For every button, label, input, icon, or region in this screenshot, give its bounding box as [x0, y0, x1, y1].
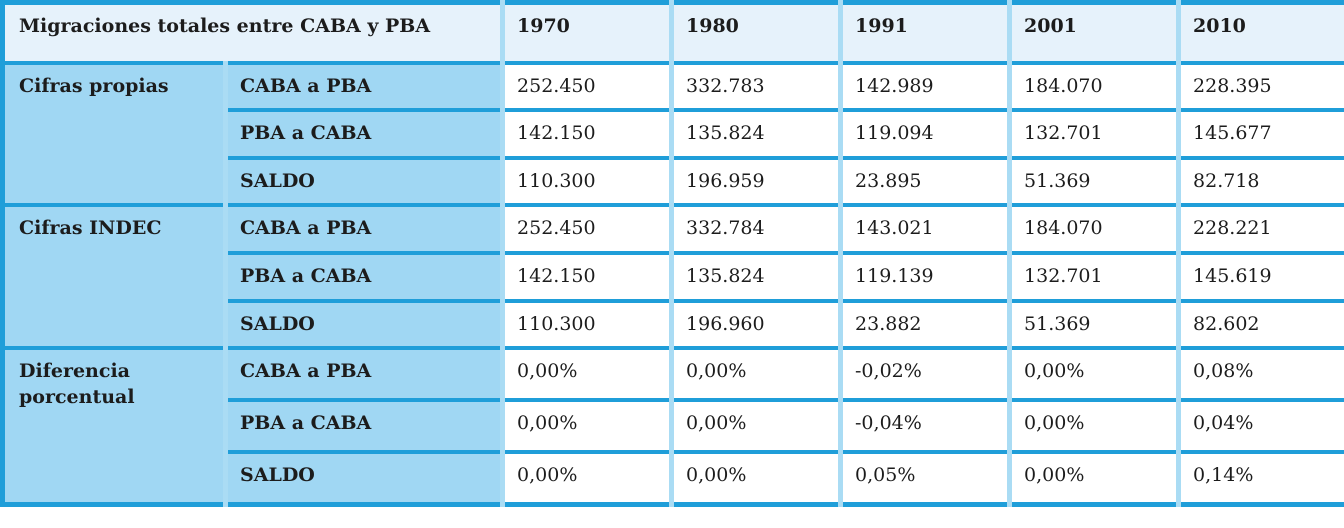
value-cell: -0,04%	[838, 400, 1010, 453]
value-cell: 145.677	[1176, 110, 1344, 158]
value-cell: 51.369	[1007, 300, 1179, 349]
row-label: PBA a CABA	[222, 253, 503, 301]
value-cell: 142.989	[838, 62, 1010, 111]
table-row: Diferencia porcentual CABA a PBA 0,00% 0…	[2, 348, 1344, 505]
value-cell: 110.300	[500, 157, 672, 206]
value-cell: 0,00%	[1007, 452, 1179, 505]
value-cell: 184.070	[1007, 205, 1179, 254]
table-row: PBA a CABA 142.150 135.824 119.139 132.7…	[2, 253, 1344, 301]
value-cell: 119.139	[838, 253, 1010, 301]
value-cell: 196.959	[669, 157, 841, 206]
migrations-table: Migraciones totales entre CABA y PBA 197…	[0, 0, 1344, 507]
value-cell: 143.021	[838, 205, 1010, 254]
value-cell: 332.783	[669, 62, 841, 111]
value-cell: 142.150	[500, 110, 672, 158]
value-cell: 0,14%	[1176, 452, 1344, 505]
year-header: 2001	[1007, 2, 1179, 63]
row-label: PBA a CABA	[222, 110, 503, 158]
table-row: Cifras INDEC CABA a PBA 252.450 332.784 …	[2, 205, 1344, 349]
value-cell: 0,00%	[669, 400, 841, 453]
value-cell: 135.824	[669, 110, 841, 158]
value-cell: 23.882	[838, 300, 1010, 349]
value-cell: 0,00%	[500, 348, 672, 401]
value-cell: 0,00%	[500, 400, 672, 453]
year-header: 1970	[500, 2, 672, 63]
value-cell: 0,05%	[838, 452, 1010, 505]
table-row: SALDO 110.300 196.960 23.882 51.369 82.6…	[2, 300, 1344, 349]
group-label: Diferencia porcentual	[2, 348, 226, 505]
value-cell: 252.450	[500, 205, 672, 254]
value-cell: 132.701	[1007, 253, 1179, 301]
row-label: SALDO	[222, 300, 503, 349]
group-label: Cifras propias	[2, 62, 226, 206]
value-cell: 135.824	[669, 253, 841, 301]
row-label: CABA a PBA	[222, 205, 503, 254]
value-cell: 23.895	[838, 157, 1010, 206]
value-cell: 0,00%	[500, 452, 672, 505]
header-row: Migraciones totales entre CABA y PBA 197…	[2, 2, 1344, 63]
value-cell: 0,08%	[1176, 348, 1344, 401]
row-label: PBA a CABA	[222, 400, 503, 453]
value-cell: 110.300	[500, 300, 672, 349]
value-cell: 0,04%	[1176, 400, 1344, 453]
table-row: SALDO 0,00% 0,00% 0,05% 0,00% 0,14%	[2, 452, 1344, 505]
row-label: CABA a PBA	[222, 348, 503, 401]
row-label: SALDO	[222, 452, 503, 505]
row-label: SALDO	[222, 157, 503, 206]
value-cell: -0,02%	[838, 348, 1010, 401]
table-row: Cifras propias CABA a PBA 252.450 332.78…	[2, 62, 1344, 206]
value-cell: 119.094	[838, 110, 1010, 158]
value-cell: 196.960	[669, 300, 841, 349]
year-header: 1991	[838, 2, 1010, 63]
year-header: 2010	[1176, 2, 1344, 63]
value-cell: 0,00%	[669, 348, 841, 401]
value-cell: 142.150	[500, 253, 672, 301]
value-cell: 82.718	[1176, 157, 1344, 206]
group-label: Cifras INDEC	[2, 205, 226, 349]
table-row: PBA a CABA 142.150 135.824 119.094 132.7…	[2, 110, 1344, 158]
row-label: CABA a PBA	[222, 62, 503, 111]
value-cell: 228.395	[1176, 62, 1344, 111]
table-row: SALDO 110.300 196.959 23.895 51.369 82.7…	[2, 157, 1344, 206]
value-cell: 228.221	[1176, 205, 1344, 254]
value-cell: 0,00%	[1007, 348, 1179, 401]
table-row: PBA a CABA 0,00% 0,00% -0,04% 0,00% 0,04…	[2, 400, 1344, 453]
table-title: Migraciones totales entre CABA y PBA	[2, 2, 503, 63]
value-cell: 0,00%	[669, 452, 841, 505]
value-cell: 132.701	[1007, 110, 1179, 158]
value-cell: 184.070	[1007, 62, 1179, 111]
year-header: 1980	[669, 2, 841, 63]
value-cell: 0,00%	[1007, 400, 1179, 453]
value-cell: 82.602	[1176, 300, 1344, 349]
value-cell: 332.784	[669, 205, 841, 254]
value-cell: 51.369	[1007, 157, 1179, 206]
value-cell: 145.619	[1176, 253, 1344, 301]
value-cell: 252.450	[500, 62, 672, 111]
